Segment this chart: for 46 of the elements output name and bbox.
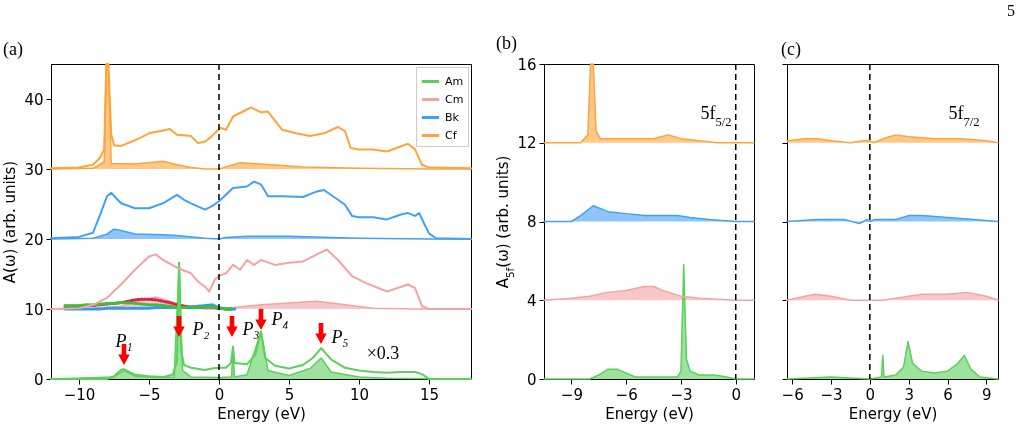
x-axis-title: Energy (eV) (217, 404, 306, 423)
chart-title: (c) (781, 39, 802, 61)
chart-title: (a) (2, 39, 23, 60)
y-tick-label: 30 (24, 160, 44, 179)
x-tick-label: 6 (943, 385, 953, 404)
y-tick-label: 4 (526, 291, 537, 310)
x-tick-label: −3 (820, 385, 843, 404)
y-tick-label: 0 (526, 370, 537, 389)
annotation: P₄ (270, 309, 289, 329)
x-tick-label: −10 (63, 385, 96, 404)
x-tick-label: 3 (904, 385, 914, 404)
x-tick-label: −5 (138, 385, 161, 404)
annotation: ×0.3 (366, 343, 400, 363)
x-tick-label: −6 (781, 385, 804, 404)
annotation: 5f$_{7/2}$ (948, 103, 980, 129)
x-tick-label: 0 (731, 385, 742, 404)
y-tick-label: 12 (517, 134, 537, 153)
chart-title: (b) (495, 33, 517, 54)
y-tick-label: 20 (24, 230, 44, 249)
x-axis-title: Energy (eV) (848, 404, 938, 423)
annotation: P₁ (114, 331, 133, 351)
annotation: P₅ (330, 327, 349, 347)
x-tick-label: 5 (284, 385, 295, 404)
legend-label: Cm (445, 92, 464, 106)
y-tick-label: 10 (24, 300, 44, 319)
legend-label: Bk (445, 110, 460, 124)
y-tick-label: 40 (24, 90, 44, 109)
x-tick-label: −9 (560, 385, 583, 404)
x-tick-label: 9 (982, 385, 992, 404)
x-tick-label: −6 (615, 385, 638, 404)
annotation: P₂ (191, 319, 210, 339)
y-axis-title: A(ω) (arb. units) (1, 160, 20, 284)
x-axis-title: Energy (eV) (605, 404, 694, 423)
y-tick-label: 8 (526, 213, 537, 231)
x-tick-label: 0 (214, 385, 225, 404)
legend-label: Cf (445, 128, 458, 142)
x-tick-label: −3 (670, 385, 693, 404)
x-tick-label: 10 (349, 385, 370, 404)
annotation: P₃ (241, 319, 260, 339)
x-tick-label: 0 (865, 385, 876, 404)
y-tick-label: 0 (33, 370, 44, 389)
annotation: 5f$_{5/2}$ (700, 103, 732, 129)
y-tick-label: 16 (517, 55, 537, 74)
x-tick-label: 15 (419, 385, 440, 404)
legend-label: Am (445, 74, 464, 88)
text: 5 (1007, 2, 1015, 20)
